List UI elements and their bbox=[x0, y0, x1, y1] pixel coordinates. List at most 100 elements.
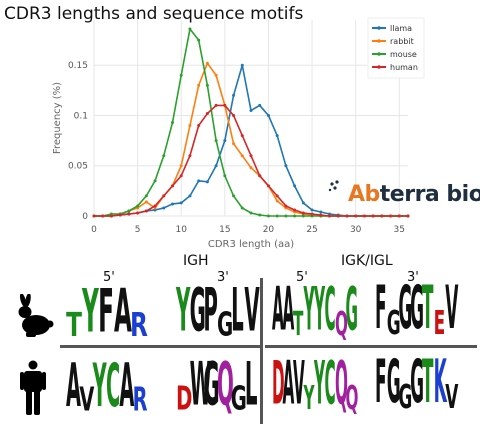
motif-letter: Q bbox=[217, 349, 234, 420]
data-point-human bbox=[223, 103, 227, 107]
data-point-human bbox=[127, 212, 131, 216]
legend-label-rabbit: rabbit bbox=[390, 37, 414, 46]
data-point-llama bbox=[310, 208, 314, 212]
label-5prime-igh: 5' bbox=[103, 270, 115, 285]
data-point-llama bbox=[232, 93, 236, 97]
data-point-llama bbox=[258, 103, 262, 107]
motif-letter: G bbox=[410, 348, 425, 420]
data-point-rabbit bbox=[240, 154, 244, 158]
motif-letter: A bbox=[66, 349, 81, 422]
data-point-llama bbox=[188, 194, 192, 198]
legend-marker-mouse bbox=[377, 52, 381, 56]
data-point-llama bbox=[266, 113, 270, 117]
legend-marker-human bbox=[377, 65, 381, 69]
motif-letter: V bbox=[244, 275, 260, 346]
motif-letter: V bbox=[79, 379, 95, 419]
data-point-llama bbox=[240, 63, 244, 67]
chart-grid bbox=[93, 20, 408, 217]
chart-axes: 0 5 10 15 20 25 30 35 0 0.05 0.1 0.15 CDR3 length (a… bbox=[52, 61, 405, 250]
motif-letter: K bbox=[433, 348, 447, 420]
y-tick-label: 0.05 bbox=[68, 162, 88, 172]
data-point-mouse bbox=[223, 174, 227, 178]
data-point-mouse bbox=[275, 214, 279, 218]
data-point-human bbox=[371, 214, 375, 218]
motif-letter: G bbox=[217, 305, 234, 344]
data-point-mouse bbox=[232, 194, 236, 198]
data-point-human bbox=[301, 211, 305, 215]
label-3prime-igk: 3' bbox=[407, 270, 419, 285]
data-point-human bbox=[406, 214, 410, 218]
data-point-mouse bbox=[258, 213, 262, 217]
data-point-human bbox=[345, 214, 349, 218]
person-icon bbox=[20, 360, 46, 415]
data-point-human bbox=[328, 214, 331, 218]
motif-letter: Y bbox=[82, 276, 99, 347]
data-point-human bbox=[266, 184, 270, 188]
motif-letter: G bbox=[410, 274, 425, 346]
data-point-mouse bbox=[284, 214, 288, 218]
data-point-mouse bbox=[162, 154, 166, 158]
data-point-mouse bbox=[266, 214, 270, 218]
logo-text-ab: Ab bbox=[348, 182, 380, 207]
motif-letter: V bbox=[445, 274, 459, 346]
motif-letter: R bbox=[130, 306, 148, 345]
motif-letter: R bbox=[132, 379, 148, 419]
x-tick-label: 0 bbox=[91, 225, 97, 235]
legend-marker-llama bbox=[377, 26, 381, 30]
data-point-human bbox=[92, 214, 96, 218]
legend-label-mouse: mouse bbox=[390, 50, 417, 59]
cdr3-length-chart: 0 5 10 15 20 25 30 35 0 0.05 0.1 0.15 CDR3 length (a… bbox=[52, 17, 425, 250]
data-point-human bbox=[249, 154, 253, 158]
data-point-mouse bbox=[214, 139, 218, 143]
motif-letter: L bbox=[231, 275, 244, 346]
motif-letter: Y bbox=[176, 275, 191, 346]
legend-marker-rabbit bbox=[377, 39, 381, 43]
data-point-mouse bbox=[301, 214, 305, 218]
data-point-human bbox=[136, 211, 140, 215]
data-point-rabbit bbox=[275, 199, 279, 203]
data-point-human bbox=[389, 214, 393, 218]
motif-letter: V bbox=[445, 379, 459, 418]
legend-label-human: human bbox=[390, 63, 418, 72]
abterra-logo: Abterra bio bbox=[326, 178, 480, 218]
chart-legend: llama rabbit mouse human bbox=[367, 17, 425, 79]
motif-letter: F bbox=[375, 274, 387, 346]
motif-letter: T bbox=[66, 306, 82, 345]
motif-letter: G bbox=[398, 274, 413, 346]
motif-letter: T bbox=[293, 304, 304, 344]
y-tick-label: 0.1 bbox=[74, 111, 88, 121]
data-point-human bbox=[310, 212, 314, 216]
data-point-human bbox=[109, 214, 113, 218]
data-point-human bbox=[101, 214, 105, 218]
data-point-human bbox=[232, 113, 236, 117]
x-tick-label: 10 bbox=[175, 225, 187, 235]
motif-letter: T bbox=[421, 274, 434, 346]
data-point-mouse bbox=[136, 204, 140, 208]
data-point-mouse bbox=[205, 83, 209, 87]
data-point-human bbox=[284, 204, 288, 208]
data-point-human bbox=[258, 174, 262, 178]
x-axis-label: CDR3 length (aa) bbox=[208, 239, 294, 250]
data-point-human bbox=[275, 194, 279, 198]
data-point-human bbox=[179, 174, 183, 178]
motif-letter: T bbox=[421, 348, 434, 420]
data-point-rabbit bbox=[214, 73, 218, 77]
motif-letter: G bbox=[345, 274, 359, 346]
data-point-human bbox=[240, 134, 244, 138]
motif-letter: C bbox=[106, 349, 121, 422]
data-point-rabbit bbox=[144, 200, 148, 204]
data-point-llama bbox=[275, 134, 279, 138]
motif-letter: G bbox=[203, 349, 220, 420]
motif-letter: Q bbox=[335, 304, 348, 344]
motif-letter: G bbox=[230, 379, 247, 418]
data-point-rabbit bbox=[249, 166, 253, 170]
motif-letter: Y bbox=[314, 348, 326, 420]
motif-letter: F bbox=[375, 348, 387, 420]
motif-letter: Q bbox=[345, 378, 359, 418]
motif-letter: Y bbox=[314, 274, 326, 346]
motif-letter: G bbox=[398, 379, 413, 418]
figure-title: CDR3 lengths and sequence motifs bbox=[4, 4, 304, 24]
data-point-llama bbox=[249, 108, 253, 112]
